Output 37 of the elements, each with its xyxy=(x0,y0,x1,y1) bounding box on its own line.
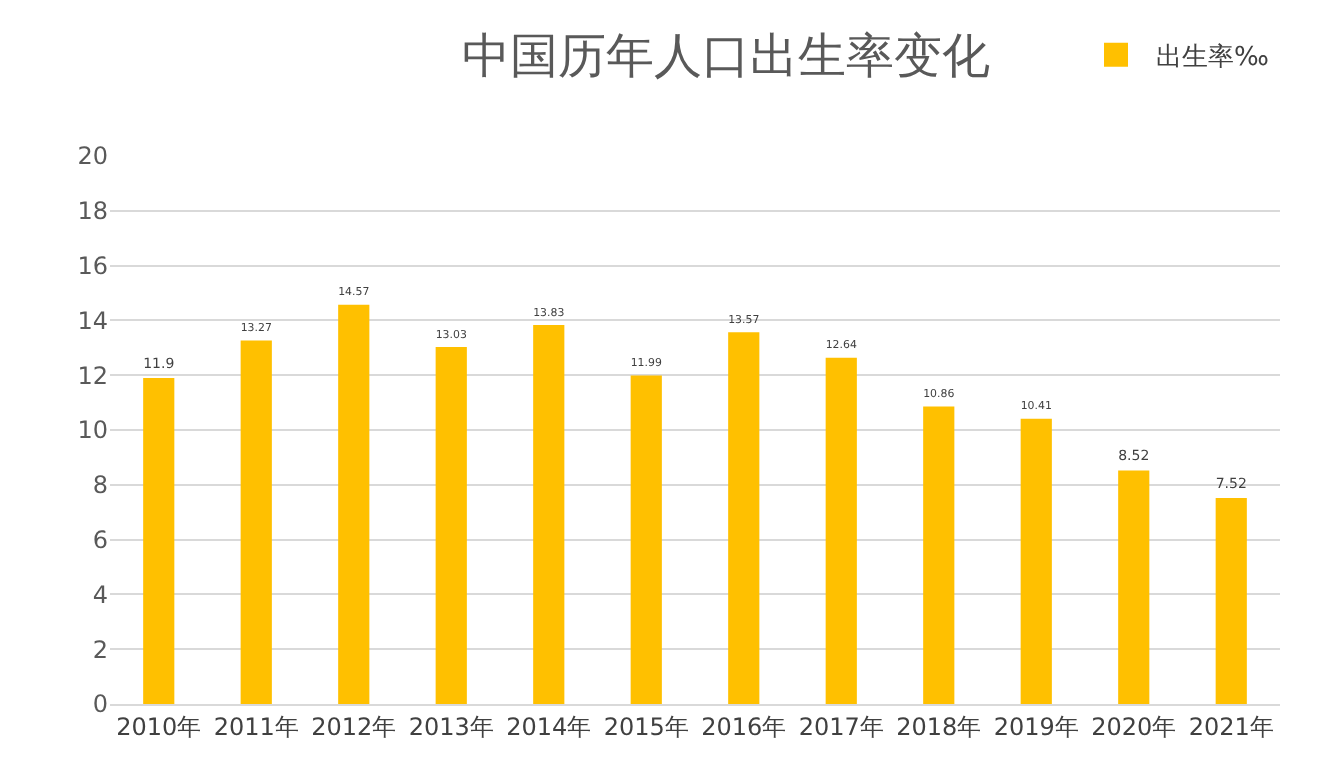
x-tick-label: 2020年 xyxy=(1091,712,1177,741)
chart-title: 中国历年人口出生率变化 xyxy=(462,28,990,85)
y-tick-label: 20 xyxy=(77,142,108,171)
x-tick-label: 2010年 xyxy=(116,712,202,741)
x-tick-label: 2011年 xyxy=(213,712,299,741)
y-tick-label: 10 xyxy=(77,416,108,445)
bar xyxy=(240,340,272,704)
y-tick-label: 6 xyxy=(92,526,108,554)
legend-label: 出生率‰ xyxy=(1156,40,1269,73)
bar xyxy=(1020,418,1052,704)
bar xyxy=(1215,497,1247,704)
bar xyxy=(728,332,760,704)
y-tick-label: 2 xyxy=(92,635,108,664)
y-tick-label: 4 xyxy=(92,580,108,609)
bar xyxy=(1118,470,1150,704)
x-tick-label: 2015年 xyxy=(603,712,689,741)
y-tick-label: 18 xyxy=(77,197,108,226)
x-tick-label: 2013年 xyxy=(408,712,494,741)
x-tick-label: 2021年 xyxy=(1188,712,1274,741)
y-tick-label: 0 xyxy=(92,690,108,719)
bar xyxy=(143,377,175,704)
y-tick-label: 12 xyxy=(77,361,108,390)
x-tick-label: 2014年 xyxy=(506,712,592,741)
bar xyxy=(338,304,370,704)
y-tick-label: 8 xyxy=(92,471,108,500)
y-tick-label: 16 xyxy=(77,252,108,280)
bar xyxy=(630,375,662,704)
x-tick-label: 2017年 xyxy=(798,712,884,741)
bar xyxy=(435,346,467,704)
x-tick-label: 2012年 xyxy=(311,712,397,741)
bar xyxy=(825,357,857,704)
x-tick-label: 2019年 xyxy=(993,712,1079,741)
x-tick-label: 2016年 xyxy=(701,712,787,741)
bar xyxy=(923,406,955,704)
bar xyxy=(533,325,565,704)
y-tick-label: 14 xyxy=(77,306,108,335)
x-tick-label: 2018年 xyxy=(896,712,982,741)
